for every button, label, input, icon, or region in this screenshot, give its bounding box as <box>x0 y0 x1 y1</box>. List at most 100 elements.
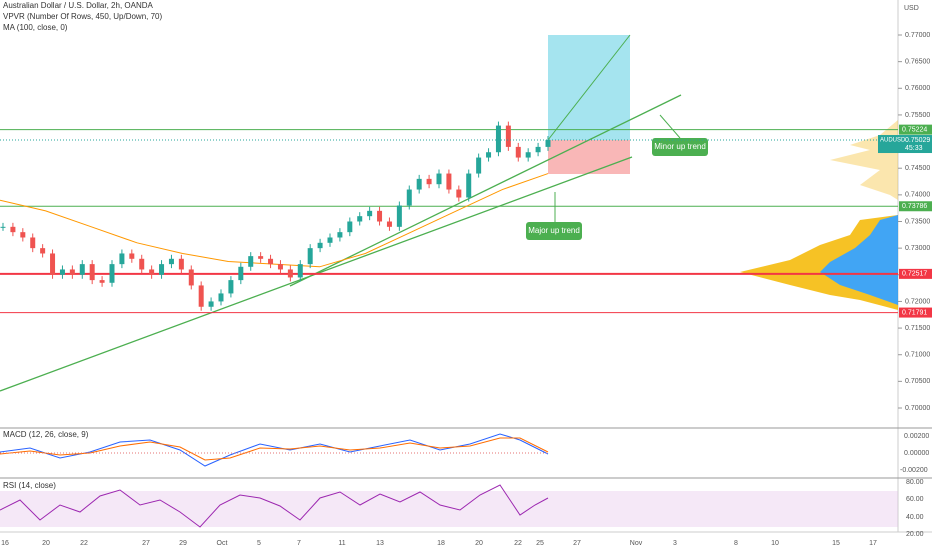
moving-average <box>0 173 549 268</box>
candle <box>0 226 6 228</box>
annotation-box <box>526 222 582 240</box>
last-price: 0.75029 <box>905 137 930 144</box>
annotation-box <box>652 138 708 156</box>
price-tick-label: 0.76000 <box>905 85 930 92</box>
candle <box>525 152 531 158</box>
price-label-bg <box>899 307 932 318</box>
date-label: 18 <box>437 540 445 547</box>
candle <box>50 253 56 275</box>
candle <box>486 152 492 158</box>
candle <box>59 269 65 275</box>
date-label: 27 <box>142 540 150 547</box>
candle <box>287 269 293 278</box>
candle <box>168 258 174 265</box>
date-label: 20 <box>475 540 483 547</box>
price-tick-label: 0.74000 <box>905 192 930 199</box>
candle <box>99 280 105 283</box>
candle <box>258 256 264 259</box>
candle <box>248 256 254 267</box>
candle <box>386 221 392 227</box>
candle <box>476 157 482 174</box>
date-label: 22 <box>514 540 522 547</box>
legend: VPVR (Number Of Rows, 450, Up/Down, 70) <box>3 12 163 21</box>
candle <box>149 269 155 275</box>
signal-line <box>0 437 549 461</box>
candle <box>89 264 95 281</box>
price-tick-label: 0.70500 <box>905 378 930 385</box>
projection-arrow <box>547 34 631 141</box>
date-label: 10 <box>771 540 779 547</box>
rsi-tick: 40.00 <box>906 514 924 521</box>
date-label: 29 <box>179 540 187 547</box>
candle <box>426 178 432 185</box>
price-tick-label: 0.71000 <box>905 352 930 359</box>
candle <box>535 146 541 153</box>
last-price-bg <box>878 135 932 154</box>
candle <box>367 210 373 217</box>
currency: USD <box>904 5 919 12</box>
countdown: 45:33 <box>905 145 923 152</box>
candle <box>297 264 303 278</box>
stop-zone <box>548 140 630 174</box>
price-tick-label: 0.73500 <box>905 218 930 225</box>
rsi-tick: 80.00 <box>906 479 924 486</box>
rsi-tick: 20.00 <box>906 531 924 538</box>
volume-profile <box>740 120 898 310</box>
candle <box>466 173 472 198</box>
candle <box>357 216 363 222</box>
date-label: 13 <box>376 540 384 547</box>
candle <box>30 237 36 249</box>
macd-tick: 0.00200 <box>904 433 929 440</box>
candle <box>10 226 16 233</box>
price-label: 0.71791 <box>902 309 927 316</box>
candle <box>406 189 412 206</box>
candle <box>515 146 521 158</box>
price-label: 0.75224 <box>902 126 927 133</box>
price-tick-label: 0.71500 <box>905 325 930 332</box>
candle <box>20 232 26 238</box>
price-tick-label: 0.75500 <box>905 112 930 119</box>
annotation: Major up trend <box>528 226 580 235</box>
candle <box>307 248 313 265</box>
candle <box>238 266 244 281</box>
price-label-bg <box>899 201 932 212</box>
candle <box>178 258 184 270</box>
candle <box>416 178 422 190</box>
candle <box>79 264 85 275</box>
candle <box>40 248 46 254</box>
date-label: 20 <box>42 540 50 547</box>
rsi-tick: 60.00 <box>906 496 924 503</box>
date-label: 3 <box>673 540 677 547</box>
candle <box>396 205 402 227</box>
candle <box>218 293 224 302</box>
date-label: 11 <box>338 540 345 547</box>
candle <box>436 173 442 185</box>
date-label: 5 <box>257 540 261 547</box>
macd-label: MACD (12, 26, close, 9) <box>3 430 89 439</box>
candle <box>347 221 353 233</box>
price-tick-label: 0.76500 <box>905 58 930 65</box>
price-tick-label: 0.73000 <box>905 245 930 252</box>
candle <box>119 253 125 265</box>
date-label: 22 <box>80 540 88 547</box>
candle <box>208 301 214 307</box>
candle <box>198 285 204 307</box>
date-label: 16 <box>1 540 9 547</box>
rsi-label: RSI (14, close) <box>3 481 56 490</box>
date-label: Nov <box>630 540 643 547</box>
candle <box>505 125 511 147</box>
date-label: 7 <box>297 540 301 547</box>
annotation: Minor up trend <box>654 142 706 151</box>
price-tick-label: 0.77000 <box>905 32 930 39</box>
candle <box>456 189 462 198</box>
candle <box>337 232 343 238</box>
macd-tick: -0.00200 <box>900 467 928 474</box>
candle <box>446 173 452 190</box>
price-label-bg <box>899 268 932 279</box>
macd-tick: 0.00000 <box>904 450 929 457</box>
candle <box>377 210 383 222</box>
date-label: 15 <box>832 540 840 547</box>
legend: MA (100, close, 0) <box>3 23 68 32</box>
date-label: 17 <box>869 540 877 547</box>
